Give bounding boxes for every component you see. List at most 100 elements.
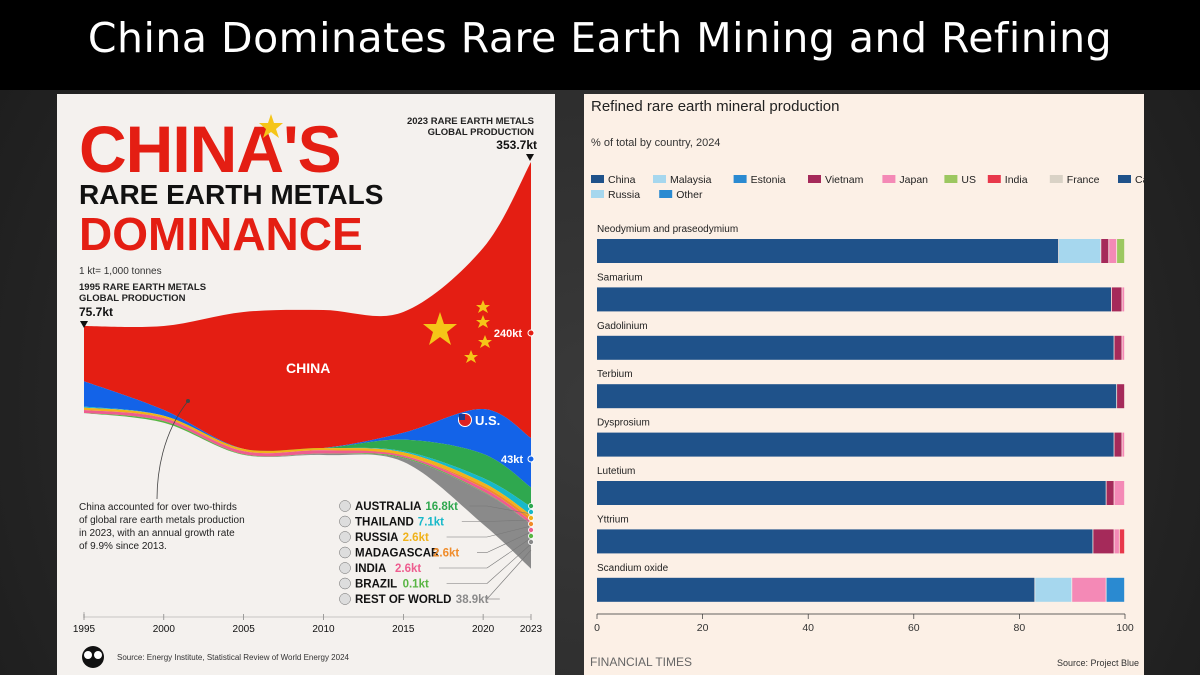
bar-segment-malaysia	[1059, 239, 1101, 263]
country-flag-icon	[339, 515, 351, 528]
x-tick-label: 1995	[73, 624, 96, 635]
x-tick-label: 20	[697, 622, 709, 634]
bar-segment-china	[597, 432, 1114, 457]
bar-segment-us	[1117, 239, 1125, 263]
country-flag-icon	[339, 531, 351, 543]
x-axis: 1995 2000 2005 2010 2015 2020 2023	[73, 614, 543, 635]
legend-item-russia: Russia	[591, 189, 640, 201]
legend-label: India	[1005, 174, 1028, 186]
legend-label: Other	[676, 189, 703, 201]
legend-item-india: India	[987, 174, 1028, 186]
legend-label: France	[1067, 174, 1100, 186]
slide-title: China Dominates Rare Earth Mining and Re…	[87, 14, 1113, 62]
bar-segment-vietnam	[1106, 481, 1114, 505]
legend-swatch	[1118, 175, 1131, 183]
x-tick-label: 2020	[472, 624, 495, 635]
legend-endpoint	[527, 520, 534, 527]
x-tick-label: 40	[802, 622, 814, 634]
star-icon	[259, 114, 283, 138]
legend: China Malaysia Estonia Vietnam Japan US India F…	[591, 174, 1144, 201]
bar-row: Scandium oxide	[597, 563, 1125, 602]
legend-country-value: 2.6kt	[403, 532, 429, 544]
legend-item-rest-of-world: REST OF WORLD 38.9kt	[339, 538, 534, 606]
area-u-s-	[84, 381, 531, 488]
legend-country-name: RUSSIA	[355, 532, 398, 544]
legend-country-value: 16.8kt	[425, 501, 458, 513]
bar-segment-japan	[1109, 239, 1117, 263]
x-tick-label: 2000	[153, 624, 176, 635]
legend-country-name: MADAGASCAR	[355, 548, 440, 560]
legend-leader-line	[486, 519, 532, 522]
legend-endpoint	[527, 526, 534, 533]
legend-swatch	[653, 175, 666, 183]
chart-subtitle: % of total by country, 2024	[591, 137, 720, 149]
annotation-line-3: in 2023, with an annual growth rate	[79, 528, 235, 539]
x-tick-label: 100	[1116, 622, 1134, 634]
bar-row: Lutetium	[597, 466, 1125, 505]
category-label: Neodymium and praseodymium	[597, 224, 738, 235]
bar-segment-vietnam	[1114, 335, 1122, 360]
china-flag-star-icon	[423, 312, 457, 345]
bar-segment-japan	[1114, 529, 1119, 554]
bar-row: Terbium	[597, 369, 1125, 409]
bar-row: Gadolinium	[597, 321, 1125, 360]
legend-country-name: BRAZIL	[355, 579, 397, 591]
x-tick-label: 2010	[312, 624, 335, 635]
legend-item-estonia: Estonia	[733, 174, 786, 186]
country-flag-icon	[339, 500, 351, 512]
us-flag-canton	[459, 414, 465, 420]
legend-swatch	[944, 175, 958, 183]
legend-endpoint	[527, 514, 534, 521]
bar-segment-japan	[1114, 481, 1125, 505]
bar-segment-china	[597, 577, 1035, 602]
bar-segment-japan	[1122, 335, 1125, 360]
annotation-line-2: of global rare earth metals production	[79, 515, 245, 526]
bar-segment-vietnam	[1093, 529, 1114, 554]
china-endpoint	[527, 329, 535, 337]
legend-leader-line	[486, 505, 532, 515]
category-label: Samarium	[597, 272, 643, 283]
legend-country-name: THAILAND	[355, 517, 414, 529]
bar-segment-china	[597, 335, 1114, 360]
bar-row: Neodymium and praseodymium	[597, 224, 1125, 263]
china-flag-star-icon	[464, 350, 478, 363]
bar-segment-vietnam	[1117, 384, 1125, 409]
infographic-title-line1: CHINA'S	[79, 112, 341, 186]
unit-note: 1 kt= 1,000 tonnes	[79, 266, 162, 277]
end-marker-icon	[526, 154, 534, 161]
legend-item-canada: Canada	[1118, 174, 1144, 186]
legend-item-australia: AUSTRALIA 16.8kt	[339, 500, 534, 515]
china-value-label: 240kt	[494, 328, 522, 340]
start-marker-icon	[80, 321, 88, 328]
china-area-label: CHINA	[286, 360, 330, 376]
bar-segment-japan	[1122, 432, 1125, 457]
legend-item-india: INDIA 2.6kt	[339, 526, 534, 575]
bar-segment-china	[597, 287, 1111, 312]
start-value: 75.7kt	[79, 305, 113, 319]
category-label: Lutetium	[597, 466, 635, 477]
legend-leader-line	[486, 525, 532, 538]
bar-segment-japan	[1122, 287, 1125, 312]
legend-country-value: 7.1kt	[418, 517, 444, 529]
legend-item-thailand: THAILAND 7.1kt	[339, 508, 534, 529]
legend-item-us: US	[944, 174, 976, 186]
legend-leader-line	[486, 549, 532, 600]
infographic-title-line3: DOMINANCE	[79, 208, 363, 260]
bar-segment-china	[597, 239, 1059, 263]
legend-country-name: AUSTRALIA	[355, 501, 421, 513]
start-label-1: 1995 RARE EARTH METALS	[79, 282, 206, 293]
x-tick-label: 2023	[520, 624, 543, 635]
area-chart: CHINA'S RARE EARTH METALS DOMINANCE 1 kt…	[73, 112, 543, 668]
legend-label: China	[608, 174, 636, 186]
legend-swatch	[1049, 175, 1063, 183]
legend-swatch	[882, 175, 896, 183]
legend-swatch	[987, 175, 1001, 183]
legend-country-value: 2.6kt	[433, 548, 459, 560]
bars: Neodymium and praseodymium Samarium Gadoli…	[597, 224, 1125, 602]
legend-country-name: REST OF WORLD	[355, 594, 451, 606]
x-tick-label: 60	[908, 622, 920, 634]
legend-country-value: 0.1kt	[403, 579, 429, 591]
legend-swatch	[591, 175, 604, 183]
